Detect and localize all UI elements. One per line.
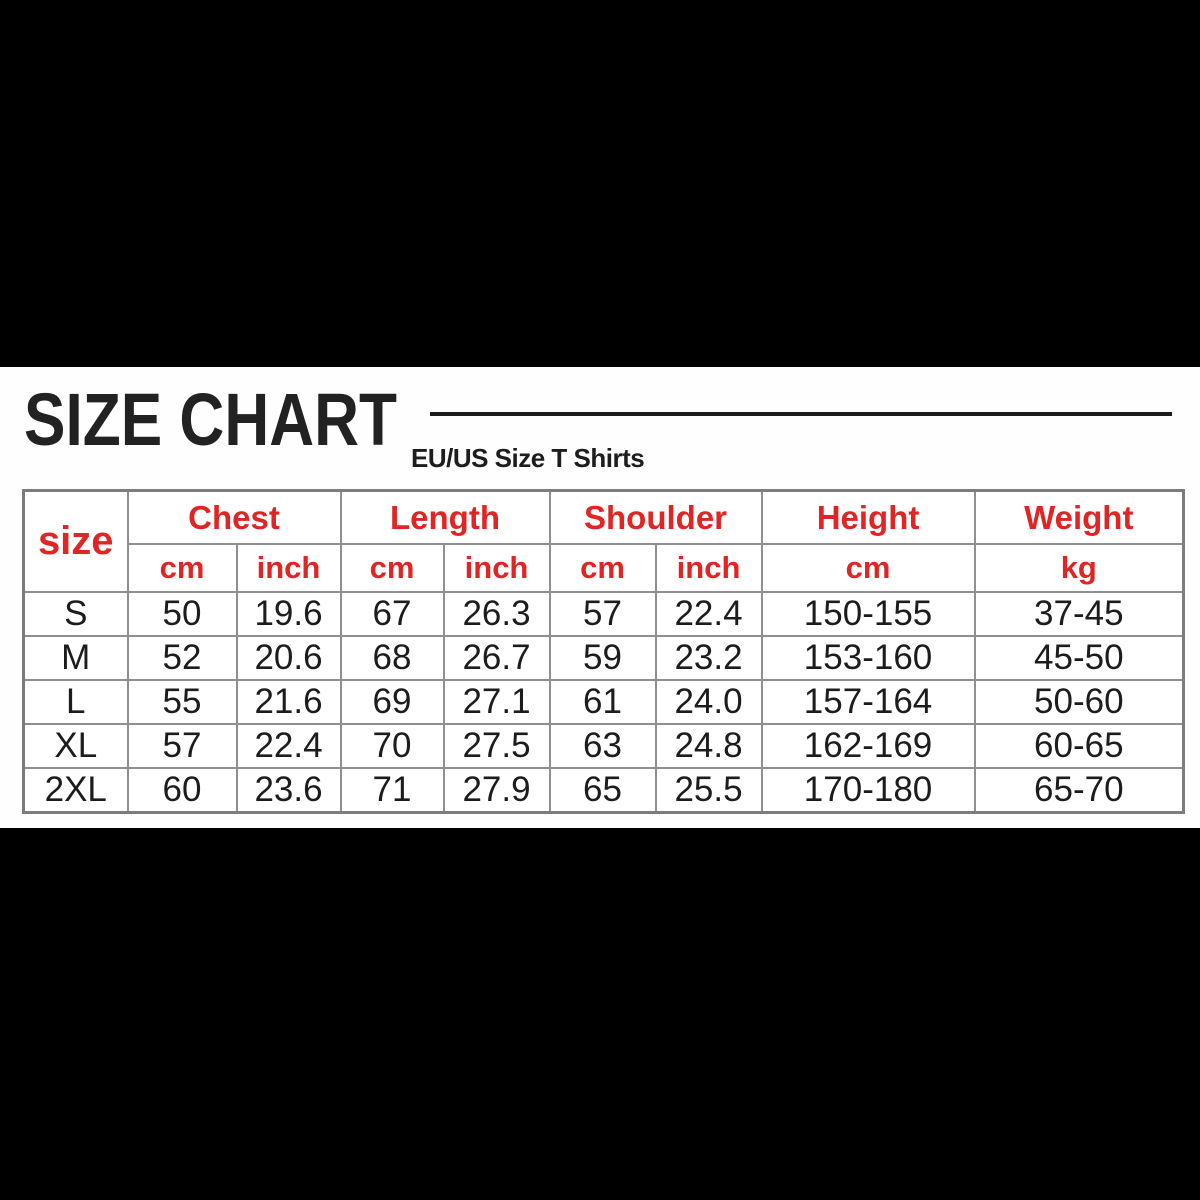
table-row-xl: XL 57 22.4 70 27.5 63 24.8 162-169 60-65 <box>22 723 1185 769</box>
table-cell: 50 <box>126 591 238 637</box>
table-cell: 52 <box>126 635 238 681</box>
table-cell: 27.9 <box>442 767 551 814</box>
table-row-2xl: 2XL 60 23.6 71 27.9 65 25.5 170-180 65-7… <box>22 767 1185 814</box>
table-cell: 20.6 <box>235 635 342 681</box>
table-cell: 59 <box>548 635 657 681</box>
table-cell: 22.4 <box>235 723 342 769</box>
table-unit-header-row: cm inch cm inch cm inch cm kg <box>24 543 1185 593</box>
table-cell: 63 <box>548 723 657 769</box>
table-cell: 24.8 <box>654 723 763 769</box>
top-letterbox <box>0 0 1200 367</box>
table-cell: 27.5 <box>442 723 551 769</box>
table-cell: 60 <box>126 767 238 814</box>
unit-header-shoulder-cm: cm <box>548 543 657 593</box>
unit-header-length-inch: inch <box>442 543 551 593</box>
table-cell: 69 <box>339 679 445 725</box>
table-cell: 70 <box>339 723 445 769</box>
column-header-size: size <box>22 489 129 593</box>
table-cell: 150-155 <box>760 591 976 637</box>
unit-header-chest-inch: inch <box>235 543 342 593</box>
table-row-m: M 52 20.6 68 26.7 59 23.2 153-160 45-50 <box>22 635 1185 681</box>
table-cell: 27.1 <box>442 679 551 725</box>
table-cell: 157-164 <box>760 679 976 725</box>
table-cell: 57 <box>126 723 238 769</box>
table-cell: 25.5 <box>654 767 763 814</box>
table-cell: 67 <box>339 591 445 637</box>
unit-header-length-cm: cm <box>339 543 445 593</box>
unit-header-weight-kg: kg <box>973 543 1185 593</box>
size-chart-table: size Chest Length Shoulder Height Weight… <box>22 489 1186 814</box>
table-cell: 65-70 <box>973 767 1185 814</box>
size-chart-panel: SIZE CHART EU/US Size T Shirts size Ches… <box>0 367 1200 828</box>
size-label: 2XL <box>22 767 129 814</box>
table-cell: 57 <box>548 591 657 637</box>
table-cell: 50-60 <box>973 679 1185 725</box>
column-group-height: Height <box>760 489 976 545</box>
column-group-weight: Weight <box>973 489 1185 545</box>
table-cell: 26.7 <box>442 635 551 681</box>
table-cell: 68 <box>339 635 445 681</box>
table-cell: 45-50 <box>973 635 1185 681</box>
size-label: XL <box>22 723 129 769</box>
page-title: SIZE CHART <box>24 378 397 461</box>
table-cell: 61 <box>548 679 657 725</box>
column-group-length: Length <box>339 489 551 545</box>
table-cell: 21.6 <box>235 679 342 725</box>
column-group-shoulder: Shoulder <box>548 489 763 545</box>
unit-header-chest-cm: cm <box>126 543 238 593</box>
table-cell: 19.6 <box>235 591 342 637</box>
table-cell: 60-65 <box>973 723 1185 769</box>
title-divider-line <box>430 412 1172 416</box>
size-label: M <box>22 635 129 681</box>
table-cell: 170-180 <box>760 767 976 814</box>
unit-header-height-cm: cm <box>760 543 976 593</box>
page-subtitle: EU/US Size T Shirts <box>411 443 645 473</box>
table-cell: 55 <box>126 679 238 725</box>
unit-header-shoulder-inch: inch <box>654 543 763 593</box>
table-cell: 26.3 <box>442 591 551 637</box>
table-group-header-row: size Chest Length Shoulder Height Weight <box>22 489 1185 593</box>
table-cell: 65 <box>548 767 657 814</box>
table-cell: 153-160 <box>760 635 976 681</box>
table-cell: 22.4 <box>654 591 763 637</box>
size-label: L <box>22 679 129 725</box>
table-cell: 162-169 <box>760 723 976 769</box>
bottom-letterbox <box>0 828 1200 1200</box>
column-group-chest: Chest <box>126 489 342 545</box>
table-row-l: L 55 21.6 69 27.1 61 24.0 157-164 50-60 <box>22 679 1185 725</box>
table-cell: 23.2 <box>654 635 763 681</box>
table-cell: 37-45 <box>973 591 1185 637</box>
table-cell: 23.6 <box>235 767 342 814</box>
size-label: S <box>22 591 129 637</box>
table-row-s: S 50 19.6 67 26.3 57 22.4 150-155 37-45 <box>22 591 1185 637</box>
table-cell: 71 <box>339 767 445 814</box>
table-cell: 24.0 <box>654 679 763 725</box>
